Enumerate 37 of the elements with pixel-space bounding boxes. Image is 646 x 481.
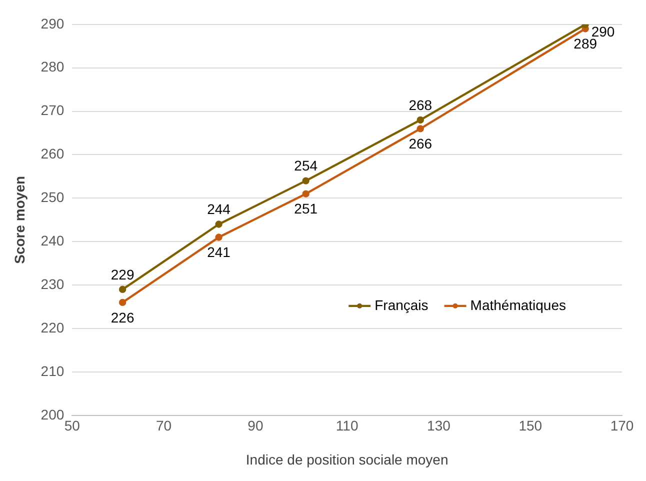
data-label: 244: [207, 201, 231, 218]
y-tick-label: 210: [40, 362, 64, 379]
point: [302, 177, 310, 184]
point: [416, 116, 424, 124]
y-tick-label: 220: [40, 319, 64, 336]
y-tick-label: 260: [40, 146, 64, 162]
point: [215, 234, 222, 241]
data-label: 229: [110, 266, 134, 282]
x-axis-title: Indice de position sociale moyen: [246, 451, 448, 468]
y-tick-label: 240: [40, 232, 64, 248]
x-tick-label: 90: [248, 418, 264, 434]
x-tick-label: 70: [156, 418, 172, 434]
y-tick-label: 290: [40, 15, 64, 32]
data-label: 251: [294, 200, 318, 217]
x-tick-label: 170: [610, 418, 634, 434]
y-tick-label: 250: [40, 189, 64, 206]
y-axis-title: Score moyen: [11, 176, 28, 264]
x-tick-label: 130: [427, 418, 451, 434]
x-tick-label: 150: [518, 418, 542, 434]
x-tick-label: 110: [336, 418, 358, 434]
data-label: 254: [294, 158, 318, 174]
y-tick-label: 230: [40, 276, 64, 292]
legend-label: Mathématiques: [470, 296, 566, 313]
y-tick-label: 200: [40, 406, 64, 422]
point: [118, 286, 126, 294]
data-label: 226: [110, 309, 134, 326]
data-label: 268: [408, 96, 432, 113]
point: [118, 298, 126, 306]
data-label: 266: [408, 136, 432, 152]
point: [416, 125, 424, 132]
legend-label: Français: [374, 296, 428, 313]
data-label: 241: [207, 244, 231, 260]
x-tick-label: 50: [64, 418, 80, 434]
point: [302, 190, 310, 198]
y-tick-label: 270: [40, 102, 64, 118]
point: [215, 220, 222, 228]
y-tick-label: 280: [40, 58, 64, 75]
